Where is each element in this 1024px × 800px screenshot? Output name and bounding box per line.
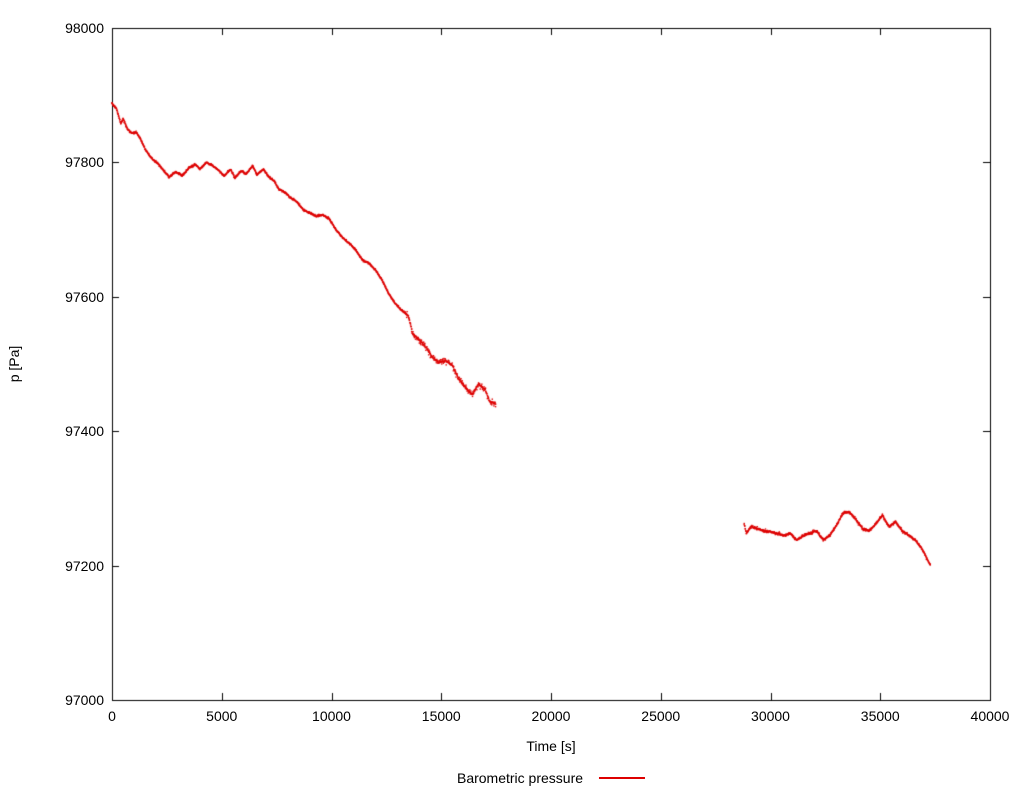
x-tick-label: 10000: [312, 708, 351, 724]
x-tick-label: 40000: [970, 708, 1010, 724]
legend: Barometric pressure: [456, 770, 646, 786]
y-tick-label: 98000: [65, 20, 104, 36]
x-tick-label: 5000: [206, 708, 238, 724]
x-tick-label: 30000: [751, 708, 790, 724]
x-tick-label: 15000: [421, 708, 461, 724]
x-axis-title: Time [s]: [526, 738, 576, 754]
x-tick-label: 35000: [860, 708, 900, 724]
legend-line-sample: [599, 777, 646, 779]
y-tick-label: 97800: [65, 154, 104, 171]
y-tick-label: 97400: [65, 423, 104, 440]
legend-label: Barometric pressure: [456, 770, 584, 786]
y-tick-label: 97200: [65, 557, 104, 574]
x-tick-label: 25000: [641, 708, 681, 724]
y-tick-label: 97000: [65, 692, 104, 708]
y-tick-label: 97600: [65, 288, 104, 305]
y-axis-title: p [Pa]: [6, 345, 22, 383]
x-tick-label: 0: [108, 708, 116, 724]
x-tick-label: 20000: [531, 708, 571, 724]
